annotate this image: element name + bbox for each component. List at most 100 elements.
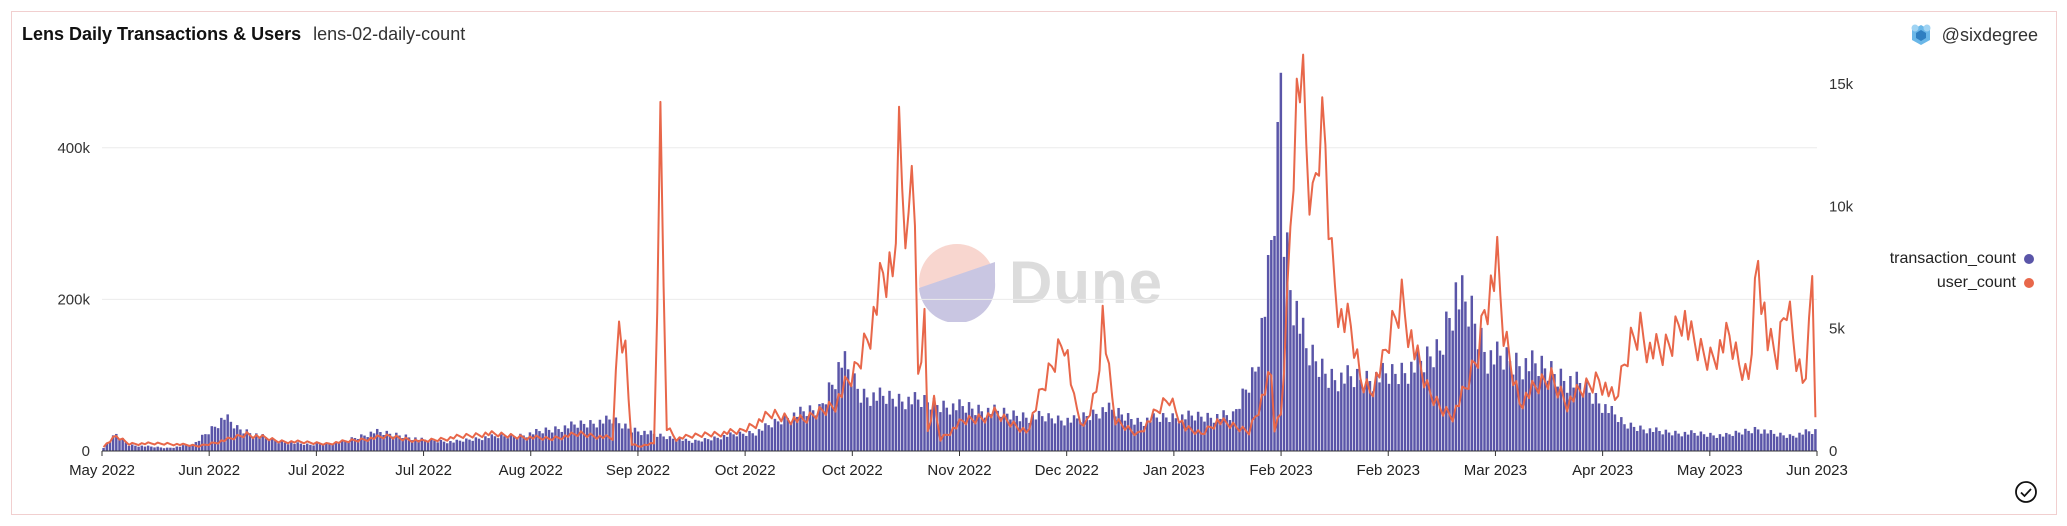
bar [1495,341,1499,451]
bar [538,431,541,451]
bar [519,433,522,451]
bar [1705,436,1709,451]
bar [350,437,354,451]
bar [608,419,611,451]
bar [178,446,182,451]
bar [1044,421,1047,451]
bar [1021,412,1025,451]
bar [283,442,287,451]
legend-item-user[interactable]: user_count [1937,274,2034,292]
bar [143,446,147,451]
bar [939,412,942,451]
bar [1050,418,1054,451]
bar [1072,415,1076,451]
bar [535,428,538,451]
bar [1445,311,1448,451]
bar [1034,419,1038,451]
bar [1604,404,1607,451]
bar [1464,301,1467,451]
bar [1737,432,1741,451]
bar [1680,436,1684,451]
x-tick-label: Oct 2022 [822,462,883,479]
bar [830,384,834,451]
bar [1193,420,1197,451]
bar [487,438,490,451]
x-tick-label: Mar 2023 [1464,462,1527,479]
bar [318,444,322,451]
bar [862,388,866,451]
bar [1686,434,1690,451]
bar [1524,358,1528,451]
bar [885,403,888,451]
bar [1145,417,1149,451]
check-circle-icon[interactable] [2014,480,2038,504]
x-tick-label: Nov 2022 [927,462,991,479]
bar [1123,420,1127,451]
bar [1572,387,1575,451]
y-right-tick-label: 0 [1829,443,1837,460]
bar [996,410,999,451]
bar [818,404,821,451]
bar [633,427,637,451]
bar [1795,437,1798,451]
query-name[interactable]: lens-02-daily-count [313,24,466,44]
bar [1285,232,1289,451]
x-tick-label: Feb 2023 [1249,462,1312,479]
bar [1457,309,1461,451]
bar [290,442,293,451]
bar [146,445,150,451]
bar [1750,433,1754,451]
bar [430,438,433,451]
bar [1235,409,1238,451]
bar [239,429,242,451]
author-link[interactable]: @sixdegree [1908,22,2038,48]
bar [509,434,513,451]
bar [188,445,191,451]
bar [1483,351,1486,451]
bar [490,434,494,451]
bar [923,395,926,451]
bar [732,434,735,451]
bar [1015,415,1019,451]
bar [789,422,793,451]
bar [570,421,573,451]
bar [229,421,233,451]
bar [815,415,818,451]
bar [242,433,245,451]
bar [105,443,109,451]
bar [770,427,774,451]
bar [1155,417,1159,451]
bar [312,445,315,451]
legend-item-transaction[interactable]: transaction_count [1890,250,2034,268]
bar [134,445,137,451]
bar [1063,425,1066,451]
bar [426,441,430,451]
bar [894,406,898,451]
bar [961,406,964,451]
x-tick-label: Apr 2023 [1572,462,1633,479]
bar [1715,437,1719,451]
bar [1126,413,1130,451]
bar [1231,411,1235,451]
bar [1696,435,1699,451]
bar [1002,407,1006,451]
x-tick-label: Sep 2022 [606,462,670,479]
bar [191,443,194,451]
bar [1320,358,1324,451]
bar [340,440,344,451]
bar [172,447,175,451]
legend-marker-transaction [2024,254,2034,264]
bar [945,407,949,451]
bar [220,417,223,451]
bar [1375,372,1378,451]
chart-title: Lens Daily Transactions & Users [22,24,302,44]
bar [267,440,271,451]
bar [1254,371,1257,451]
bar [484,436,487,451]
bar [1508,361,1512,451]
bar [1359,379,1362,451]
x-tick-label: Dec 2022 [1035,462,1099,479]
bar [1546,380,1550,451]
legend-label-transaction: transaction_count [1889,250,2016,267]
chart-header: Lens Daily Transactions & Users lens-02-… [22,24,465,45]
